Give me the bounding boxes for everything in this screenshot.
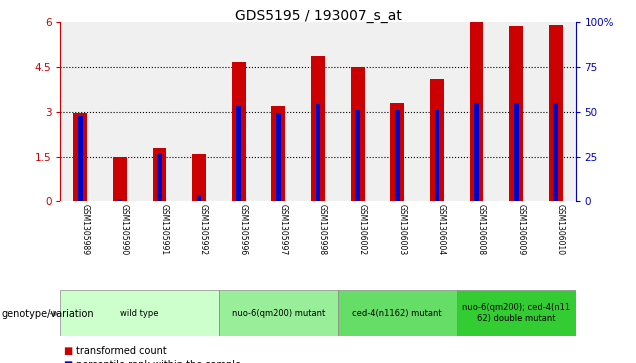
Text: GSM1305996: GSM1305996 (238, 204, 248, 255)
Text: GSM1305991: GSM1305991 (160, 204, 169, 255)
Bar (356, 110, 360, 201)
Bar (197, 195, 202, 201)
Text: GSM1306003: GSM1306003 (398, 204, 406, 255)
Text: GDS5195 / 193007_s_at: GDS5195 / 193007_s_at (235, 9, 401, 23)
Bar (430, 79, 444, 201)
Text: GSM1306009: GSM1306009 (516, 204, 525, 255)
Text: nuo-6(qm200); ced-4(n11
62) double mutant: nuo-6(qm200); ced-4(n11 62) double mutan… (462, 303, 570, 323)
Bar (457, 290, 576, 336)
Bar (350, 67, 364, 201)
Text: transformed count: transformed count (76, 346, 167, 356)
Bar (153, 147, 167, 201)
Text: GSM1306010: GSM1306010 (556, 204, 565, 255)
Bar (113, 156, 127, 201)
Bar (219, 290, 338, 336)
Text: GSM1305990: GSM1305990 (120, 204, 129, 255)
Bar (237, 106, 241, 201)
Bar (60, 290, 219, 336)
Bar (272, 106, 286, 201)
Bar (549, 25, 563, 201)
Bar (509, 26, 523, 201)
Text: percentile rank within the sample: percentile rank within the sample (76, 360, 241, 363)
Bar (315, 104, 321, 201)
Text: GSM1306008: GSM1306008 (476, 204, 485, 255)
Bar (118, 199, 122, 201)
Bar (395, 110, 399, 201)
Bar (469, 22, 483, 201)
Bar (474, 103, 479, 201)
Text: GSM1305997: GSM1305997 (279, 204, 287, 255)
Text: wild type: wild type (120, 309, 159, 318)
Text: ced-4(n1162) mutant: ced-4(n1162) mutant (352, 309, 442, 318)
Bar (276, 113, 280, 201)
Bar (514, 103, 518, 201)
Bar (338, 290, 457, 336)
Bar (157, 153, 162, 201)
Text: GSM1305989: GSM1305989 (80, 204, 89, 255)
Text: GSM1305998: GSM1305998 (318, 204, 327, 255)
Bar (311, 56, 325, 201)
Text: GSM1306002: GSM1306002 (357, 204, 366, 255)
Text: nuo-6(qm200) mutant: nuo-6(qm200) mutant (232, 309, 325, 318)
Text: ■: ■ (64, 346, 73, 356)
Bar (391, 103, 404, 201)
Text: GSM1306004: GSM1306004 (437, 204, 446, 255)
Text: GSM1305992: GSM1305992 (199, 204, 208, 255)
Bar (73, 113, 87, 201)
Text: ■: ■ (64, 360, 73, 363)
Bar (434, 110, 439, 201)
Bar (232, 62, 245, 201)
Bar (78, 116, 83, 201)
Bar (192, 154, 206, 201)
Text: genotype/variation: genotype/variation (1, 309, 94, 319)
Bar (553, 103, 558, 201)
